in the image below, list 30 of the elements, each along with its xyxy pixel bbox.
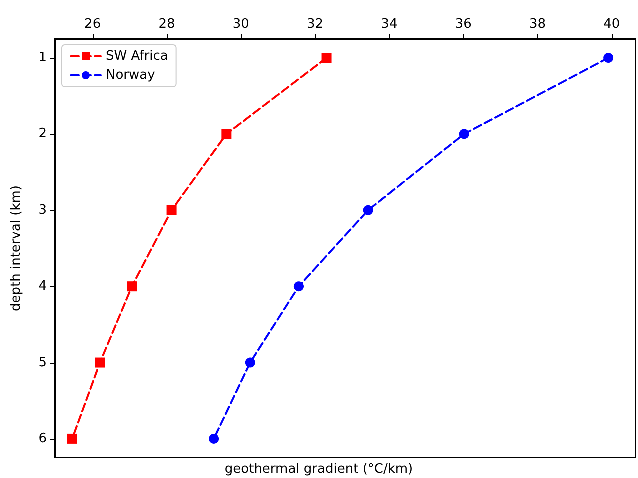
point [294, 282, 304, 292]
point [95, 358, 106, 368]
point [222, 129, 232, 140]
point [322, 53, 332, 64]
y-tick-label: 5 [38, 355, 47, 370]
y-tick-label: 2 [38, 126, 47, 142]
x-tick-label: 26 [84, 17, 102, 32]
y-axis-title: depth interval (km) [9, 185, 24, 312]
x-tick-label: 36 [455, 17, 472, 32]
x-tick-label: 40 [604, 17, 620, 32]
x-tick-label: 34 [381, 17, 398, 32]
point [604, 53, 614, 64]
x-tick-label: 28 [158, 17, 176, 32]
y-tick-label: 4 [38, 279, 47, 294]
point [363, 205, 374, 216]
y-tick-label: 1 [38, 50, 47, 66]
point [459, 129, 470, 140]
legend-label: Norway [106, 68, 156, 83]
x-tick-label: 30 [232, 17, 250, 32]
y-tick-label: 6 [38, 431, 47, 446]
x-tick-label: 32 [307, 17, 324, 32]
x-axis-title: geothermal gradient (°C/km) [224, 462, 414, 477]
point [67, 434, 78, 444]
x-tick-label: 38 [529, 17, 546, 32]
point [245, 358, 256, 368]
point [166, 205, 177, 216]
legend-label: SW Africa [106, 49, 168, 64]
point [127, 282, 138, 292]
y-tick-label: 3 [38, 202, 47, 218]
point [209, 434, 220, 444]
